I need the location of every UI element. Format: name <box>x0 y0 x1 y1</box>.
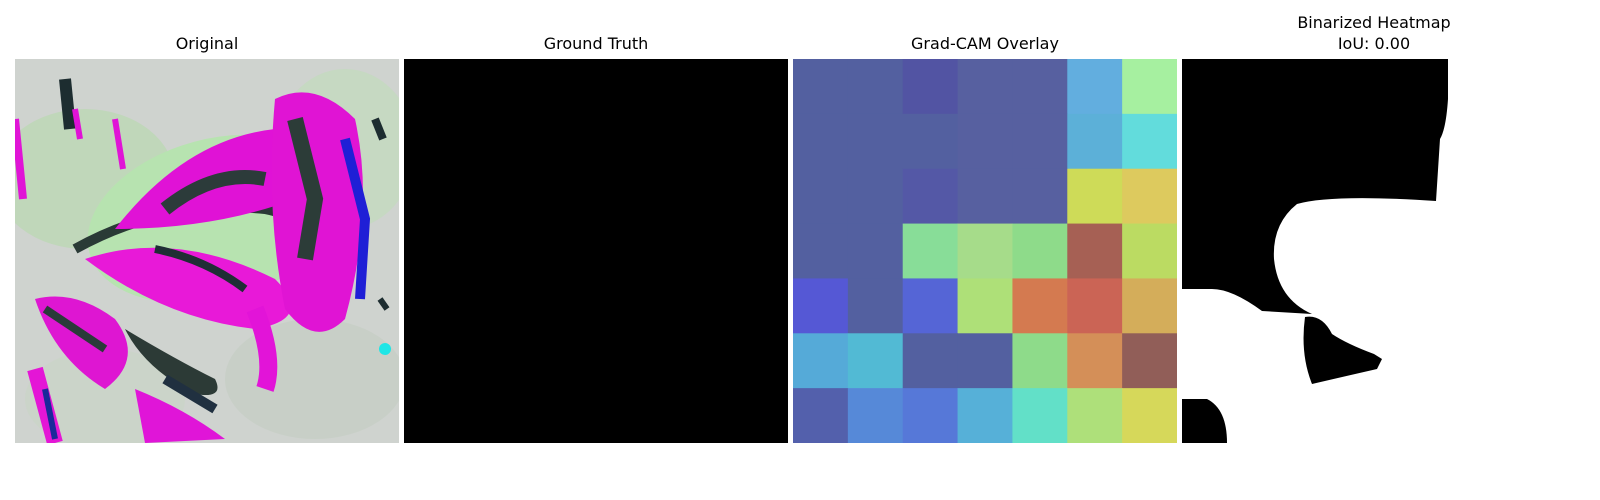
gradcam-cell <box>902 278 959 334</box>
binarized-title: Binarized Heatmap <box>1297 13 1451 32</box>
gradcam-cell <box>847 113 904 170</box>
binarized-panel: Binarized Heatmap IoU: 0.00 <box>1182 0 1566 444</box>
gradcam-cell <box>957 59 1013 115</box>
gradcam-cell <box>957 113 1013 170</box>
gradcam-cell <box>1067 168 1123 225</box>
gradcam-cell <box>902 113 959 170</box>
gradcam-cell <box>1067 223 1123 279</box>
gradcam-cell <box>793 278 849 334</box>
gradcam-cell <box>902 223 959 279</box>
binarized-image <box>1182 59 1566 443</box>
gradcam-cell <box>1122 388 1177 443</box>
gradcam-cell <box>902 59 959 115</box>
gradcam-cell <box>1012 113 1068 170</box>
gradcam-cell <box>1067 333 1123 389</box>
gradcam-cell <box>847 223 904 279</box>
leaf-photo <box>15 59 399 443</box>
gradcam-image <box>793 59 1177 443</box>
gradcam-title: Grad-CAM Overlay <box>911 34 1059 53</box>
iou-label: IoU: 0.00 <box>1337 34 1411 53</box>
gradcam-cell <box>1122 223 1177 279</box>
gradcam-cell <box>1012 333 1068 389</box>
gradcam-cell <box>1067 278 1123 334</box>
gradcam-cell <box>1122 333 1177 389</box>
gradcam-cell <box>1122 113 1177 170</box>
gradcam-cell <box>902 388 959 443</box>
gradcam-cell <box>1012 168 1068 225</box>
original-title: Original <box>175 34 239 53</box>
ground-truth-title: Ground Truth <box>543 34 649 53</box>
gradcam-cell <box>847 278 904 334</box>
gradcam-cell <box>1012 223 1068 279</box>
gradcam-cell <box>1067 59 1123 115</box>
gradcam-cell <box>1122 278 1177 334</box>
gradcam-cell <box>957 278 1013 334</box>
original-panel: Original <box>15 0 399 444</box>
ground-truth-image <box>404 59 788 443</box>
binary-mask <box>1182 59 1566 443</box>
original-image <box>15 59 399 443</box>
gradcam-cell <box>1122 59 1177 115</box>
gradcam-cell <box>793 168 849 225</box>
gradcam-cell <box>1012 278 1068 334</box>
gradcam-panel: Grad-CAM Overlay <box>793 0 1177 444</box>
gradcam-cell <box>847 388 904 443</box>
gradcam-cell <box>902 333 959 389</box>
gradcam-cell <box>902 168 959 225</box>
gradcam-cell <box>1067 113 1123 170</box>
gradcam-cell <box>847 333 904 389</box>
gradcam-cell <box>957 168 1013 225</box>
gradcam-cell <box>847 59 904 115</box>
ground-truth-panel: Ground Truth <box>404 0 788 444</box>
gradcam-cell <box>957 223 1013 279</box>
gradcam-cell <box>957 333 1013 389</box>
gradcam-heatmap <box>793 59 1177 443</box>
gradcam-cell <box>1012 388 1068 443</box>
gradcam-cell <box>793 388 849 443</box>
gradcam-cell <box>793 59 849 115</box>
gradcam-cell <box>1012 59 1068 115</box>
gradcam-cell <box>847 168 904 225</box>
gradcam-cell <box>793 333 849 389</box>
gradcam-cell <box>1122 168 1177 225</box>
gradcam-cell <box>793 113 849 170</box>
gradcam-cell <box>957 388 1013 443</box>
gradcam-cell <box>1067 388 1123 443</box>
gradcam-cell <box>793 223 849 279</box>
